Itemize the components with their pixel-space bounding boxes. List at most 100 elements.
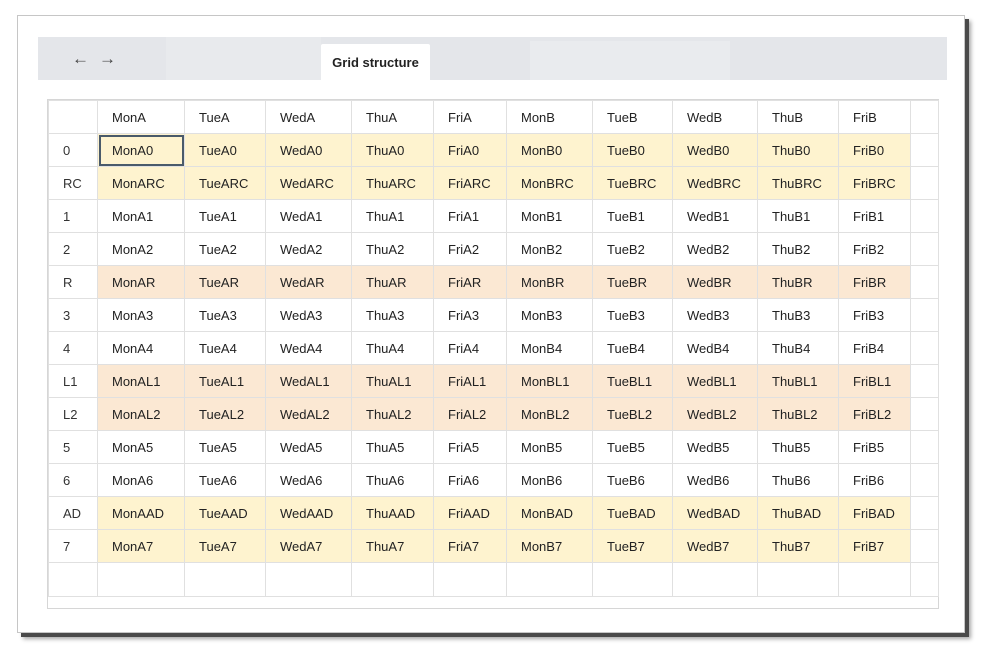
row-header[interactable]: 2 xyxy=(48,232,98,266)
grid-cell[interactable]: FriA0 xyxy=(433,133,507,167)
grid-cell[interactable]: WedBR xyxy=(672,265,758,299)
grid-cell[interactable]: TueBL1 xyxy=(592,364,673,398)
grid-cell[interactable]: WedBL1 xyxy=(672,364,758,398)
grid-cell[interactable]: WedA0 xyxy=(265,133,352,167)
grid-cell[interactable]: WedB5 xyxy=(672,430,758,464)
grid-cell[interactable]: ThuB2 xyxy=(757,232,839,266)
grid-cell[interactable]: ThuA6 xyxy=(351,463,434,497)
grid-cell[interactable]: FriA7 xyxy=(433,529,507,563)
grid-cell[interactable]: WedA7 xyxy=(265,529,352,563)
grid-cell[interactable]: TueB6 xyxy=(592,463,673,497)
grid-cell[interactable]: FriA3 xyxy=(433,298,507,332)
grid-cell[interactable]: MonB7 xyxy=(506,529,593,563)
tab-grid-structure[interactable]: Grid structure xyxy=(321,44,430,80)
grid-cell[interactable]: WedAL2 xyxy=(265,397,352,431)
empty-cell[interactable] xyxy=(592,562,673,597)
grid-cell[interactable]: TueBR xyxy=(592,265,673,299)
grid-cell[interactable]: TueAR xyxy=(184,265,266,299)
grid-cell[interactable]: MonBRC xyxy=(506,166,593,200)
column-header[interactable]: FriB xyxy=(838,100,911,134)
grid-cell[interactable]: FriAAD xyxy=(433,496,507,530)
grid-cell[interactable]: ThuAL1 xyxy=(351,364,434,398)
grid-cell[interactable]: MonB1 xyxy=(506,199,593,233)
grid-cell[interactable]: MonBL1 xyxy=(506,364,593,398)
grid-cell[interactable]: ThuB5 xyxy=(757,430,839,464)
grid-cell[interactable]: FriB4 xyxy=(838,331,911,365)
grid-cell[interactable]: TueB2 xyxy=(592,232,673,266)
row-header[interactable]: 4 xyxy=(48,331,98,365)
grid-cell[interactable]: FriARC xyxy=(433,166,507,200)
empty-cell[interactable] xyxy=(757,562,839,597)
grid-cell[interactable]: WedB7 xyxy=(672,529,758,563)
grid-cell[interactable]: MonB6 xyxy=(506,463,593,497)
grid-cell[interactable]: ThuB3 xyxy=(757,298,839,332)
grid-cell[interactable]: FriB6 xyxy=(838,463,911,497)
grid-cell[interactable]: FriAL1 xyxy=(433,364,507,398)
grid-cell[interactable]: TueB1 xyxy=(592,199,673,233)
grid-cell[interactable]: MonBR xyxy=(506,265,593,299)
grid-cell[interactable]: WedB1 xyxy=(672,199,758,233)
grid-cell[interactable]: ThuB4 xyxy=(757,331,839,365)
grid-cell[interactable]: FriB7 xyxy=(838,529,911,563)
grid-cell[interactable]: ThuBAD xyxy=(757,496,839,530)
grid-cell[interactable]: ThuB1 xyxy=(757,199,839,233)
grid-cell[interactable]: MonB0 xyxy=(506,133,593,167)
grid-cell[interactable]: TueA2 xyxy=(184,232,266,266)
grid-cell[interactable]: MonA6 xyxy=(97,463,185,497)
column-header[interactable]: TueB xyxy=(592,100,673,134)
grid-cell[interactable]: MonAL2 xyxy=(97,397,185,431)
grid-cell[interactable]: FriA4 xyxy=(433,331,507,365)
grid-cell[interactable]: ThuA7 xyxy=(351,529,434,563)
grid-cell[interactable]: FriA2 xyxy=(433,232,507,266)
column-header[interactable]: MonB xyxy=(506,100,593,134)
grid-cell[interactable]: MonA7 xyxy=(97,529,185,563)
grid-cell[interactable]: ThuBR xyxy=(757,265,839,299)
grid-cell[interactable]: TueB0 xyxy=(592,133,673,167)
grid-cell[interactable]: WedAAD xyxy=(265,496,352,530)
column-header[interactable]: TueA xyxy=(184,100,266,134)
grid-cell[interactable]: MonA3 xyxy=(97,298,185,332)
empty-cell[interactable] xyxy=(506,562,593,597)
grid-cell[interactable]: FriA6 xyxy=(433,463,507,497)
grid-cell[interactable]: ThuB6 xyxy=(757,463,839,497)
row-header[interactable]: 0 xyxy=(48,133,98,167)
grid-cell[interactable]: FriBL1 xyxy=(838,364,911,398)
column-header[interactable]: FriA xyxy=(433,100,507,134)
grid-cell[interactable]: WedBRC xyxy=(672,166,758,200)
grid-cell[interactable]: ThuAAD xyxy=(351,496,434,530)
grid-cell[interactable]: MonB5 xyxy=(506,430,593,464)
grid-cell[interactable]: FriBAD xyxy=(838,496,911,530)
grid-cell[interactable]: WedA1 xyxy=(265,199,352,233)
grid-cell[interactable]: FriA5 xyxy=(433,430,507,464)
grid-cell[interactable]: TueB4 xyxy=(592,331,673,365)
grid-cell[interactable]: ThuBL1 xyxy=(757,364,839,398)
column-header[interactable]: ThuB xyxy=(757,100,839,134)
grid-cell[interactable]: FriBL2 xyxy=(838,397,911,431)
grid-cell[interactable]: TueA4 xyxy=(184,331,266,365)
grid-cell[interactable]: WedBL2 xyxy=(672,397,758,431)
grid-cell[interactable]: TueB3 xyxy=(592,298,673,332)
grid-cell[interactable]: WedB3 xyxy=(672,298,758,332)
empty-cell[interactable] xyxy=(48,562,98,597)
grid-cell[interactable]: ThuB0 xyxy=(757,133,839,167)
grid-cell[interactable]: ThuBRC xyxy=(757,166,839,200)
forward-arrow-icon[interactable]: → xyxy=(99,49,116,68)
grid-cell[interactable]: FriB5 xyxy=(838,430,911,464)
grid-cell[interactable]: FriAR xyxy=(433,265,507,299)
grid-cell[interactable]: FriB0 xyxy=(838,133,911,167)
grid-cell[interactable]: MonA2 xyxy=(97,232,185,266)
grid-cell[interactable]: FriBRC xyxy=(838,166,911,200)
grid-cell[interactable]: MonB2 xyxy=(506,232,593,266)
empty-cell[interactable] xyxy=(910,562,939,597)
row-header[interactable]: 5 xyxy=(48,430,98,464)
grid-cell[interactable]: ThuAL2 xyxy=(351,397,434,431)
grid-cell[interactable]: TueA0 xyxy=(184,133,266,167)
row-header[interactable]: AD xyxy=(48,496,98,530)
grid-cell[interactable]: FriB2 xyxy=(838,232,911,266)
grid-cell[interactable]: FriB3 xyxy=(838,298,911,332)
grid-cell[interactable]: TueARC xyxy=(184,166,266,200)
grid-cell[interactable]: FriBR xyxy=(838,265,911,299)
grid-cell[interactable]: ThuA3 xyxy=(351,298,434,332)
grid-cell[interactable]: TueB5 xyxy=(592,430,673,464)
empty-cell[interactable] xyxy=(433,562,507,597)
